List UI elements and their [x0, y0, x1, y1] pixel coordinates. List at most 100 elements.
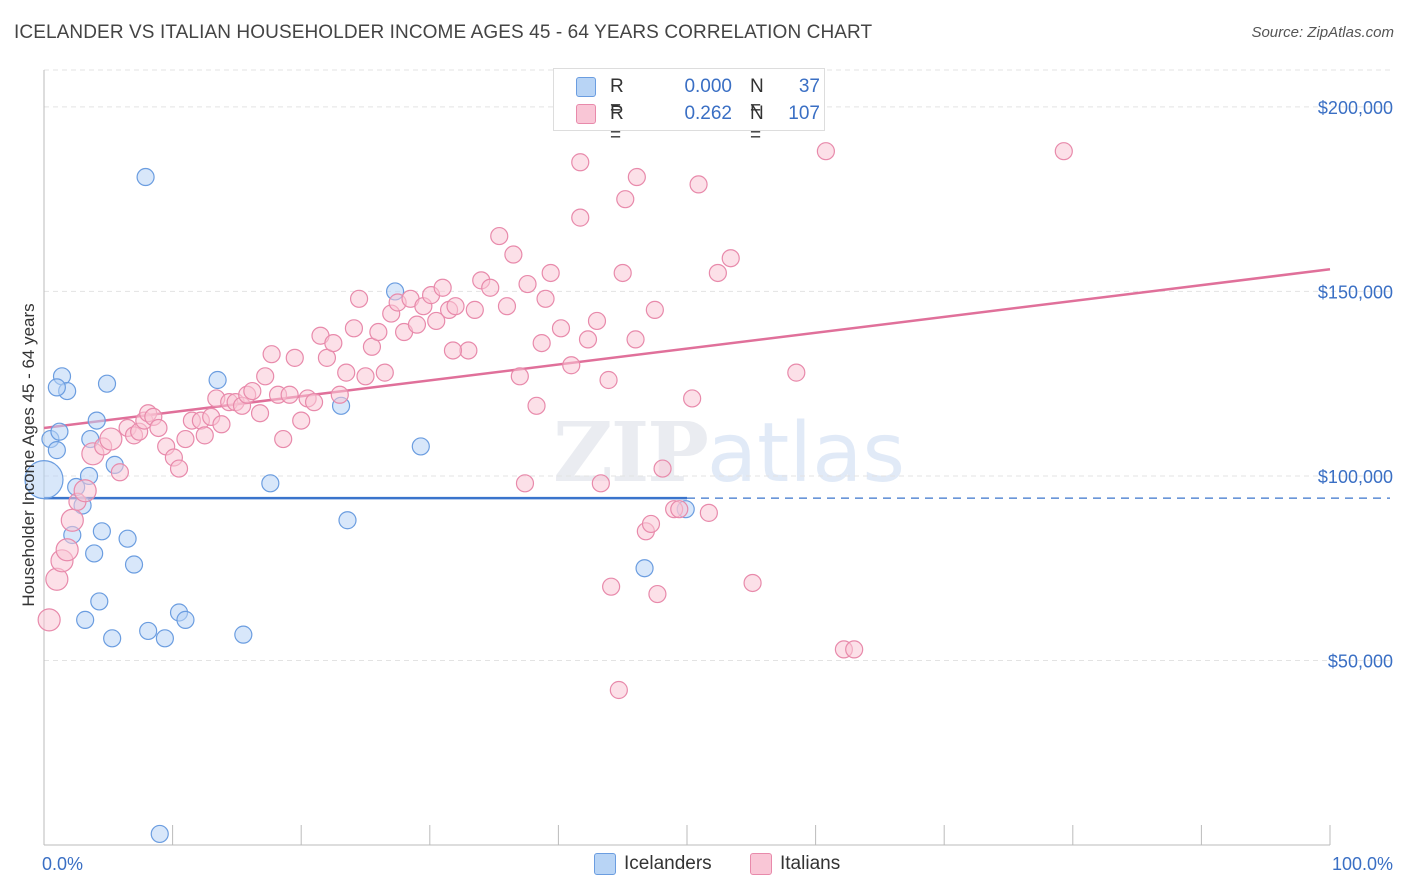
italians-point: [356, 367, 375, 386]
italians-point: [274, 429, 293, 449]
icelanders-point: [47, 441, 66, 460]
icelanders-point: [234, 625, 253, 644]
italians-point: [256, 367, 275, 386]
icelanders-point: [261, 474, 280, 493]
grid-lines: [44, 69, 1390, 661]
trend-lines: [43, 268, 1390, 500]
italians-point: [349, 289, 369, 308]
icelanders-point: [136, 167, 155, 187]
icelanders-point: [139, 621, 158, 641]
icelanders-point: [92, 522, 111, 541]
italians-point: [641, 514, 661, 534]
italians-point: [683, 389, 702, 408]
italians-point: [1054, 142, 1073, 161]
x-tick-label: 0.0%: [42, 854, 83, 874]
icelanders-point: [76, 610, 95, 629]
italians-point: [571, 208, 590, 227]
italians-point: [541, 263, 560, 283]
italians-point: [490, 226, 509, 246]
italians-point: [626, 330, 645, 349]
italians-point: [627, 167, 646, 187]
icelanders-point: [103, 629, 122, 648]
italians-point: [787, 363, 806, 382]
italians-trend-line: [43, 268, 1331, 430]
italians-point: [743, 573, 762, 593]
icelanders-point: [635, 559, 654, 578]
italians-point: [571, 153, 590, 172]
x-tick-label: 100.0%: [1332, 854, 1393, 874]
data-points: [24, 142, 1073, 844]
italians-point: [708, 263, 727, 283]
icelanders-point: [50, 422, 69, 441]
icelanders-legend-label: Icelanders: [624, 853, 712, 874]
italians-point: [446, 297, 465, 316]
italians-point: [433, 278, 452, 297]
icelanders-point: [208, 370, 227, 390]
italians-point: [536, 289, 555, 308]
italians-point: [613, 263, 632, 283]
italians-point: [648, 584, 667, 604]
r-value: 0.262: [684, 103, 732, 124]
italians-point: [149, 418, 168, 438]
icelanders-swatch: [576, 77, 596, 97]
italians-point: [99, 427, 123, 451]
italians-point: [602, 577, 621, 596]
italians-point: [369, 322, 388, 342]
italians-point: [280, 385, 299, 404]
y-tick-label: $50,000: [1328, 651, 1393, 671]
n-value: 37: [798, 76, 820, 97]
italians-point: [481, 278, 500, 297]
italians-point: [427, 311, 446, 331]
icelanders-point: [87, 411, 106, 430]
italians-point: [616, 190, 635, 209]
italians-point: [55, 538, 79, 562]
icelanders-point: [118, 529, 137, 548]
r-label: R =: [610, 103, 624, 146]
italians-point: [599, 370, 618, 390]
italians-point: [324, 333, 343, 353]
y-tick-label: $200,000: [1318, 98, 1393, 118]
italians-point: [304, 393, 324, 412]
italians-point: [562, 356, 581, 375]
y-axis-label: Householder Income Ages 45 - 64 years: [19, 303, 38, 606]
italians-point: [689, 175, 708, 194]
icelanders-point: [90, 592, 109, 611]
watermark-zip: ZIP: [553, 405, 709, 501]
icelanders-point: [155, 629, 174, 648]
italians-swatch: [576, 104, 596, 124]
chart-title: ICELANDER VS ITALIAN HOUSEHOLDER INCOME …: [14, 22, 873, 43]
italians-point: [37, 608, 61, 632]
italians-point: [262, 345, 281, 364]
italians-point: [459, 341, 478, 360]
italians-point: [578, 330, 598, 349]
italians-point: [73, 479, 97, 503]
icelanders-legend-swatch: [594, 853, 616, 875]
icelanders-point: [338, 511, 357, 530]
italians-point: [670, 500, 689, 519]
italians-point: [330, 385, 349, 404]
italians-point: [344, 319, 364, 338]
y-tick-label: $150,000: [1318, 282, 1393, 302]
icelanders-point: [97, 374, 117, 393]
icelanders-point: [124, 555, 144, 574]
italians-point: [515, 474, 535, 493]
italians-point: [169, 459, 189, 478]
italians-point: [110, 463, 129, 482]
italians-point: [292, 411, 311, 430]
correlation-legend: R = 0.000 N = 37 R = 0.262 N = 107: [553, 68, 825, 146]
icelanders-point: [85, 544, 104, 563]
italians-legend-swatch: [750, 853, 772, 875]
italians-point: [527, 396, 546, 415]
icelanders-point: [411, 437, 430, 456]
n-label: N =: [750, 103, 764, 146]
italians-point: [721, 249, 740, 268]
italians-point: [443, 341, 463, 360]
italians-point: [504, 245, 523, 264]
italians-point: [510, 367, 529, 386]
italians-point: [465, 300, 484, 319]
n-value: 107: [788, 103, 820, 124]
icelanders-point: [176, 610, 195, 629]
icelanders-point: [24, 460, 64, 500]
icelanders-point: [150, 824, 169, 844]
italians-point: [645, 300, 664, 319]
